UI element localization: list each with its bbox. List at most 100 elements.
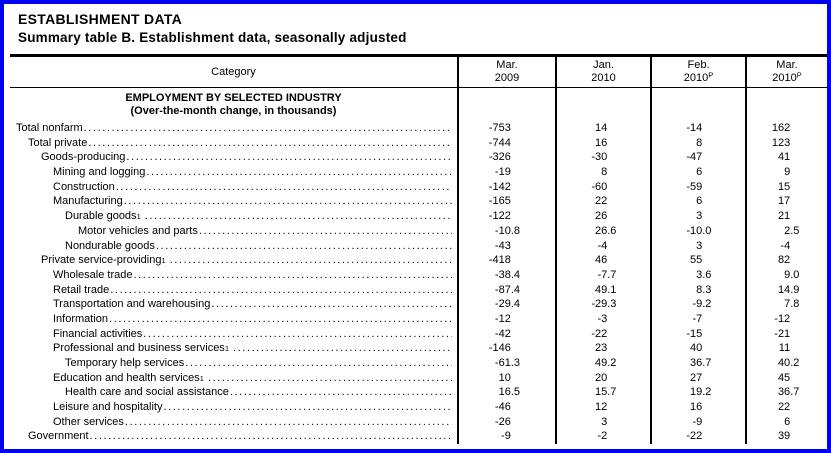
value-cell: 46 (555, 253, 650, 268)
value-cell: 8.3 (650, 282, 745, 298)
row-category: Government..............................… (10, 429, 457, 444)
row-category: Durable goods 1..........................… (65, 210, 452, 223)
row-category: Nondurable goods........................… (10, 239, 457, 254)
value-cell: -418 (457, 253, 555, 268)
dot-leader: ........................................… (207, 371, 452, 384)
empty-cell (555, 88, 650, 121)
value-cell: 17 (745, 194, 827, 210)
value-cell: -21 (745, 326, 827, 342)
row-label: Information (53, 312, 109, 325)
value-cell: -4 (555, 238, 650, 254)
value-cell: 16 (650, 400, 745, 415)
row-category: Transportation and warehousing..........… (10, 297, 457, 312)
column-header-mar-2010: Mar. 2010P (745, 57, 827, 87)
table-row: Education and health services 1..........… (10, 370, 827, 386)
value-cell: -146 (457, 341, 555, 357)
dot-leader: ........................................… (123, 195, 452, 208)
value-cell: 15.7 (555, 385, 650, 401)
value-cell: 27 (650, 370, 745, 386)
dot-leader: ........................................… (185, 357, 452, 369)
row-label: Professional and business services (53, 342, 225, 355)
row-label: Transportation and warehousing (53, 298, 211, 311)
value-cell: 6 (745, 414, 827, 430)
row-category: Wholesale trade.........................… (10, 268, 457, 283)
value-cell: -22 (650, 429, 745, 445)
section-header: EMPLOYMENT BY SELECTED INDUSTRY (Over-th… (10, 88, 457, 121)
section-header-row: EMPLOYMENT BY SELECTED INDUSTRY (Over-th… (10, 88, 827, 121)
table-row: Mining and logging......................… (10, 165, 827, 180)
title-block: ESTABLISHMENT DATA Summary table B. Esta… (4, 4, 827, 45)
dot-leader: ........................................… (126, 151, 452, 164)
value-cell: -753 (457, 121, 555, 136)
row-category: Total private...........................… (10, 136, 457, 151)
row-label: Motor vehicles and parts (78, 224, 198, 237)
preliminary-marker: P (708, 70, 714, 80)
value-cell: -9 (650, 414, 745, 430)
row-label: Durable goods (65, 210, 137, 223)
value-cell: 23 (555, 341, 650, 357)
row-label: Nondurable goods (65, 239, 155, 252)
value-cell: -142 (457, 179, 555, 195)
value-cell: 162 (745, 121, 827, 136)
section-header-line1: EMPLOYMENT BY SELECTED INDUSTRY (125, 92, 342, 104)
value-cell: 3.6 (650, 267, 745, 283)
row-label: Retail trade (53, 283, 110, 296)
empty-cell (745, 88, 827, 121)
row-category: Temporary help services.................… (10, 356, 457, 371)
value-cell: 9 (745, 165, 827, 180)
dot-leader: ........................................… (146, 166, 452, 179)
value-cell: -10.0 (650, 223, 745, 239)
row-category: Retail trade............................… (10, 283, 457, 298)
value-cell: -46 (457, 400, 555, 415)
row-category: Manufacturing...........................… (10, 194, 457, 209)
table-row: Government..............................… (10, 429, 827, 445)
value-cell: 7.8 (745, 297, 827, 312)
value-cell: -29.4 (457, 297, 555, 312)
dot-leader: ........................................… (211, 298, 452, 311)
empty-cell (650, 88, 745, 121)
column-header-jan-2010: Jan. 2010 (555, 57, 650, 87)
value-cell: -7.7 (555, 267, 650, 283)
dot-leader: ........................................… (163, 401, 452, 414)
page-subtitle: Summary table B. Establishment data, sea… (18, 30, 407, 45)
value-cell: -744 (457, 135, 555, 151)
value-cell: 26.6 (555, 223, 650, 239)
row-category: Goods-producing.........................… (10, 150, 457, 165)
dot-leader: ........................................… (88, 136, 452, 149)
row-label: Construction (53, 180, 115, 193)
dot-leader: ........................................… (83, 122, 452, 134)
table-row: Information.............................… (10, 311, 827, 327)
value-cell: -7 (650, 311, 745, 327)
table-row: Motor vehicles and parts................… (10, 223, 827, 239)
column-header-category: Category (211, 66, 256, 78)
table-row: Total nonfarm...........................… (10, 121, 827, 136)
table-row: Construction............................… (10, 179, 827, 195)
row-label: Temporary help services (65, 357, 185, 369)
value-cell: -43 (457, 238, 555, 254)
establishment-data-table: Category Mar. 2009 Jan. 2010 Feb. 2010P Mar. 20… (10, 54, 827, 445)
row-category: Private service-providing 1..............… (10, 253, 457, 268)
value-cell: 19.2 (650, 385, 745, 401)
table-row: Financial activities....................… (10, 326, 827, 342)
table-row: Health care and social assistance.......… (10, 385, 827, 401)
value-cell: -12 (457, 311, 555, 327)
value-cell: -30 (555, 150, 650, 166)
value-cell: 82 (745, 253, 827, 268)
table-row: Leisure and hospitality.................… (10, 400, 827, 415)
value-cell: -2 (555, 429, 650, 445)
value-cell: 49.1 (555, 282, 650, 298)
value-cell: 49.2 (555, 356, 650, 371)
dot-leader: ........................................… (115, 180, 452, 193)
value-cell: 55 (650, 253, 745, 268)
row-category: Motor vehicles and parts................… (10, 224, 457, 239)
dot-leader: ........................................… (198, 224, 452, 237)
table-row: Goods-producing.........................… (10, 150, 827, 166)
row-label: Financial activities (53, 327, 143, 340)
value-cell: 6 (650, 194, 745, 210)
dot-leader: ........................................… (110, 283, 452, 296)
value-cell: -326 (457, 150, 555, 166)
value-cell: 8 (555, 165, 650, 180)
table-row: Temporary help services.................… (10, 356, 827, 371)
value-cell: 16.5 (457, 385, 555, 401)
